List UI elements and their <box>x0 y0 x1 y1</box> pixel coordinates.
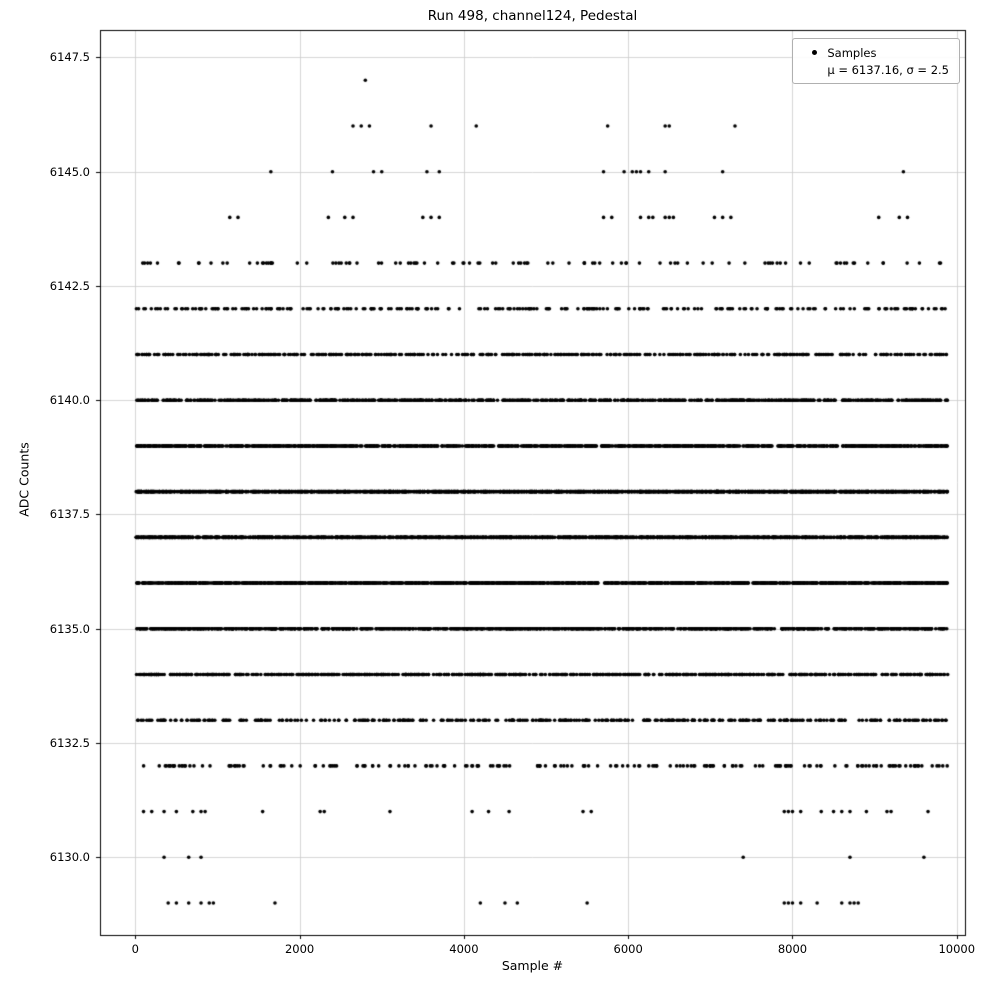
legend-stats-label: μ = 6137.16, σ = 2.5 <box>827 62 949 77</box>
x-axis-label: Sample # <box>501 958 564 973</box>
legend-entry-samples: Samples <box>801 44 949 61</box>
y-tick-label: 6135.0 <box>49 621 90 636</box>
samples-marker-icon <box>811 50 817 55</box>
y-tick-label: 6132.5 <box>49 736 90 751</box>
x-tick-label: 10000 <box>938 942 976 956</box>
legend-samples-label: Samples <box>827 45 877 60</box>
y-axis-label: ADC Counts <box>16 442 32 517</box>
y-tick-label: 6142.5 <box>49 278 90 293</box>
x-tick-label: 0 <box>131 942 139 956</box>
y-tick-label: 6145.0 <box>49 164 90 179</box>
samples-marker-handle <box>801 50 827 55</box>
x-tick-label: 2000 <box>284 942 315 956</box>
x-tick-label: 4000 <box>449 942 479 956</box>
legend-entry-stats: μ = 6137.16, σ = 2.5 <box>801 61 949 78</box>
y-tick-label: 6140.0 <box>49 393 90 408</box>
y-tick-label: 6130.0 <box>49 850 90 865</box>
y-tick-label: 6147.5 <box>49 50 90 65</box>
chart-title: Run 498, channel124, Pedestal <box>427 8 638 24</box>
y-tick-label: 6137.5 <box>49 507 90 522</box>
legend: Samples μ = 6137.16, σ = 2.5 <box>792 38 960 84</box>
x-tick-label: 8000 <box>777 942 808 956</box>
x-tick-label: 6000 <box>613 942 643 956</box>
